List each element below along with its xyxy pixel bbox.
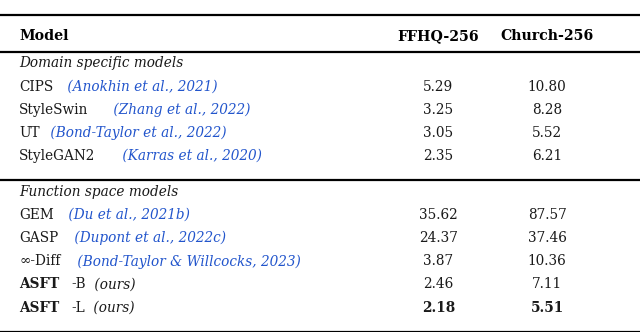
Text: Function space models: Function space models [19, 185, 179, 199]
Text: 6.21: 6.21 [532, 149, 563, 163]
Text: FFHQ-256: FFHQ-256 [397, 29, 479, 43]
Text: (Bond-Taylor & Willcocks, 2023): (Bond-Taylor & Willcocks, 2023) [72, 254, 300, 269]
Text: (Karras et al., 2020): (Karras et al., 2020) [118, 149, 262, 163]
Text: ASFT: ASFT [19, 278, 60, 291]
Text: 5.51: 5.51 [531, 300, 564, 315]
Text: CIPS: CIPS [19, 80, 54, 94]
Text: 3.25: 3.25 [423, 103, 454, 117]
Text: StyleGAN2: StyleGAN2 [19, 149, 95, 163]
Text: (Bond-Taylor et al., 2022): (Bond-Taylor et al., 2022) [46, 125, 227, 140]
Text: 35.62: 35.62 [419, 208, 458, 222]
Text: 10.36: 10.36 [528, 254, 566, 268]
Text: 2.46: 2.46 [423, 278, 454, 291]
Text: GEM: GEM [19, 208, 54, 222]
Text: 5.52: 5.52 [532, 126, 563, 140]
Text: (ours): (ours) [89, 300, 134, 315]
Text: Model: Model [19, 29, 68, 43]
Text: GASP: GASP [19, 231, 58, 245]
Text: 5.29: 5.29 [423, 80, 454, 94]
Text: 3.05: 3.05 [423, 126, 454, 140]
Text: -L: -L [71, 300, 85, 315]
Text: (ours): (ours) [90, 278, 136, 291]
Text: UT: UT [19, 126, 40, 140]
Text: 3.87: 3.87 [423, 254, 454, 268]
Text: (Zhang et al., 2022): (Zhang et al., 2022) [109, 103, 250, 117]
Text: 87.57: 87.57 [528, 208, 566, 222]
Text: ASFT: ASFT [19, 300, 60, 315]
Text: (Du et al., 2021b): (Du et al., 2021b) [64, 208, 190, 222]
Text: ∞-Diff: ∞-Diff [19, 254, 61, 268]
Text: 8.28: 8.28 [532, 103, 563, 117]
Text: -B: -B [71, 278, 86, 291]
Text: Church-256: Church-256 [500, 29, 594, 43]
Text: (Dupont et al., 2022c): (Dupont et al., 2022c) [70, 231, 226, 245]
Text: 37.46: 37.46 [528, 231, 566, 245]
Text: 2.35: 2.35 [423, 149, 454, 163]
Text: (Anokhin et al., 2021): (Anokhin et al., 2021) [63, 80, 218, 94]
Text: 24.37: 24.37 [419, 231, 458, 245]
Text: 7.11: 7.11 [532, 278, 563, 291]
Text: Domain specific models: Domain specific models [19, 56, 184, 70]
Text: 10.80: 10.80 [528, 80, 566, 94]
Text: 2.18: 2.18 [422, 300, 455, 315]
Text: StyleSwin: StyleSwin [19, 103, 88, 117]
